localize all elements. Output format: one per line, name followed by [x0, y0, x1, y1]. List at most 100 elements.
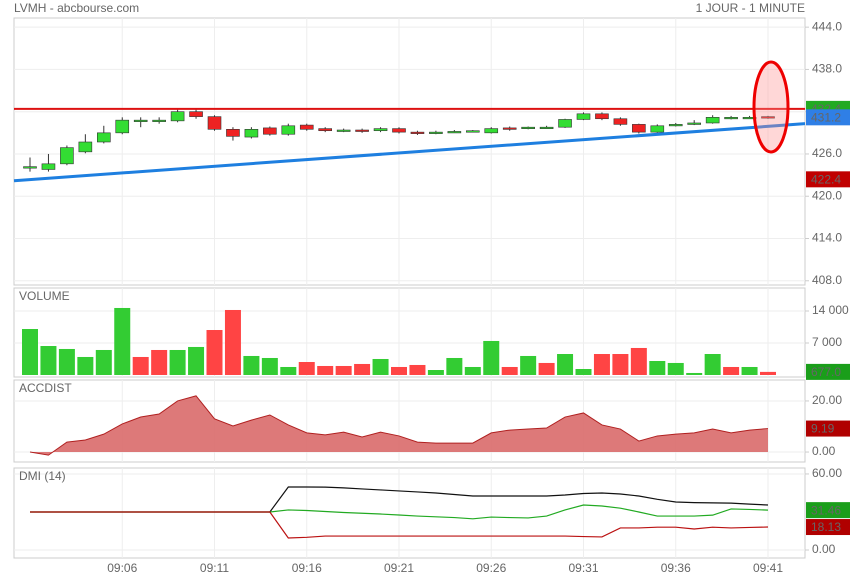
- y-tick-label: 0.00: [812, 444, 836, 458]
- y-tick-label: 7 000: [812, 335, 842, 349]
- candle-body: [336, 129, 351, 132]
- candle-body: [742, 117, 757, 120]
- candle-body: [613, 118, 628, 125]
- candle-body: [410, 131, 425, 134]
- candle-body: [558, 119, 572, 128]
- volume-bar: [280, 366, 297, 375]
- candle-body: [23, 166, 37, 169]
- candle-body: [632, 124, 646, 133]
- volume-bar: [298, 362, 315, 375]
- panel-frame: [13, 467, 806, 559]
- volume-bar: [206, 330, 223, 375]
- x-tick-label: 09:26: [476, 561, 506, 575]
- x-tick-label: 09:06: [107, 561, 137, 575]
- value-marker-label: 677.0: [811, 365, 841, 379]
- candle-body: [244, 129, 259, 138]
- x-tick-label: 09:21: [384, 561, 414, 575]
- volume-bar: [520, 355, 537, 375]
- volume-bar: [464, 366, 481, 375]
- x-tick-label: 09:16: [292, 561, 322, 575]
- value-marker-label: 9.19: [811, 422, 835, 436]
- panel-frame: [13, 17, 806, 286]
- volume-bar: [649, 361, 666, 375]
- volume-bar: [372, 358, 389, 375]
- volume-bar: [501, 366, 518, 375]
- volume-bar: [22, 329, 38, 375]
- y-tick-label: 408.0: [812, 273, 842, 287]
- candle-body: [484, 128, 499, 134]
- x-tick-label: 09:41: [753, 561, 783, 575]
- area: [30, 395, 768, 456]
- volume-bar: [667, 362, 684, 375]
- candle-body: [576, 113, 591, 120]
- candle-body: [318, 128, 333, 132]
- volume-bar: [391, 366, 407, 375]
- candle-body: [761, 116, 775, 119]
- volume-bar: [446, 357, 463, 375]
- value-marker-label: 18.13: [811, 520, 841, 534]
- candle-body: [355, 129, 369, 132]
- volume-bar: [630, 347, 647, 375]
- volume-bar: [188, 346, 205, 375]
- value-marker: [806, 502, 850, 519]
- value-marker: [806, 519, 850, 536]
- value-marker: [806, 171, 850, 188]
- dmi-line: [30, 511, 769, 539]
- value-marker: [806, 363, 850, 380]
- candle-body: [373, 128, 388, 132]
- volume-bar: [77, 356, 94, 375]
- header-title: LVMH - abcbourse.com: [14, 1, 139, 15]
- panel-title: VOLUME: [19, 289, 70, 303]
- highlight-ellipse: [752, 60, 790, 154]
- candle-body: [97, 132, 111, 143]
- candle-body: [226, 129, 240, 137]
- volume-bar: [243, 355, 260, 375]
- volume-bar: [686, 372, 703, 375]
- trend-line: [13, 122, 806, 183]
- volume-bar: [354, 363, 371, 375]
- volume-bar: [114, 307, 131, 375]
- candle-body: [41, 163, 56, 170]
- volume-bar: [409, 364, 426, 375]
- value-marker: [806, 109, 850, 126]
- candle-body: [705, 117, 720, 124]
- volume-bar: [427, 370, 444, 375]
- x-tick-label: 09:11: [200, 561, 229, 575]
- panel-frame: [13, 287, 806, 378]
- candle-body: [447, 131, 462, 134]
- volume-bar: [575, 369, 592, 375]
- candle-body: [521, 126, 535, 129]
- header-period: 1 JOUR - 1 MINUTE: [696, 1, 805, 15]
- candle-body: [152, 119, 166, 122]
- value-marker-label: 431.2: [811, 111, 841, 125]
- y-tick-label: 60.00: [812, 466, 842, 480]
- value-marker-label: 422.4: [811, 172, 841, 186]
- area-line: [29, 395, 769, 456]
- y-tick-label: 420.0: [812, 188, 842, 202]
- volume-bar: [151, 349, 168, 375]
- volume-bar: [593, 354, 610, 375]
- panel-title: DMI (14): [19, 469, 66, 483]
- candle-body: [281, 125, 296, 135]
- volume-bar: [95, 349, 112, 375]
- candle-body: [595, 113, 609, 120]
- y-tick-label: 14 000: [812, 303, 849, 317]
- candle-body: [78, 141, 93, 153]
- candle-body: [668, 124, 683, 127]
- candle-body: [263, 127, 277, 135]
- candle-body: [650, 125, 665, 133]
- candle-body: [60, 147, 74, 165]
- candle-body: [170, 111, 185, 122]
- candle-body: [539, 126, 554, 129]
- candle-body: [687, 122, 702, 125]
- candle-body: [724, 117, 738, 120]
- panel-title: ACCDIST: [19, 381, 72, 395]
- panel-frame: [13, 379, 806, 463]
- candle-body: [392, 128, 406, 133]
- volume-bar: [40, 346, 57, 375]
- y-tick-label: 414.0: [812, 231, 842, 245]
- candle-body: [189, 111, 203, 117]
- volume-bar: [741, 366, 758, 375]
